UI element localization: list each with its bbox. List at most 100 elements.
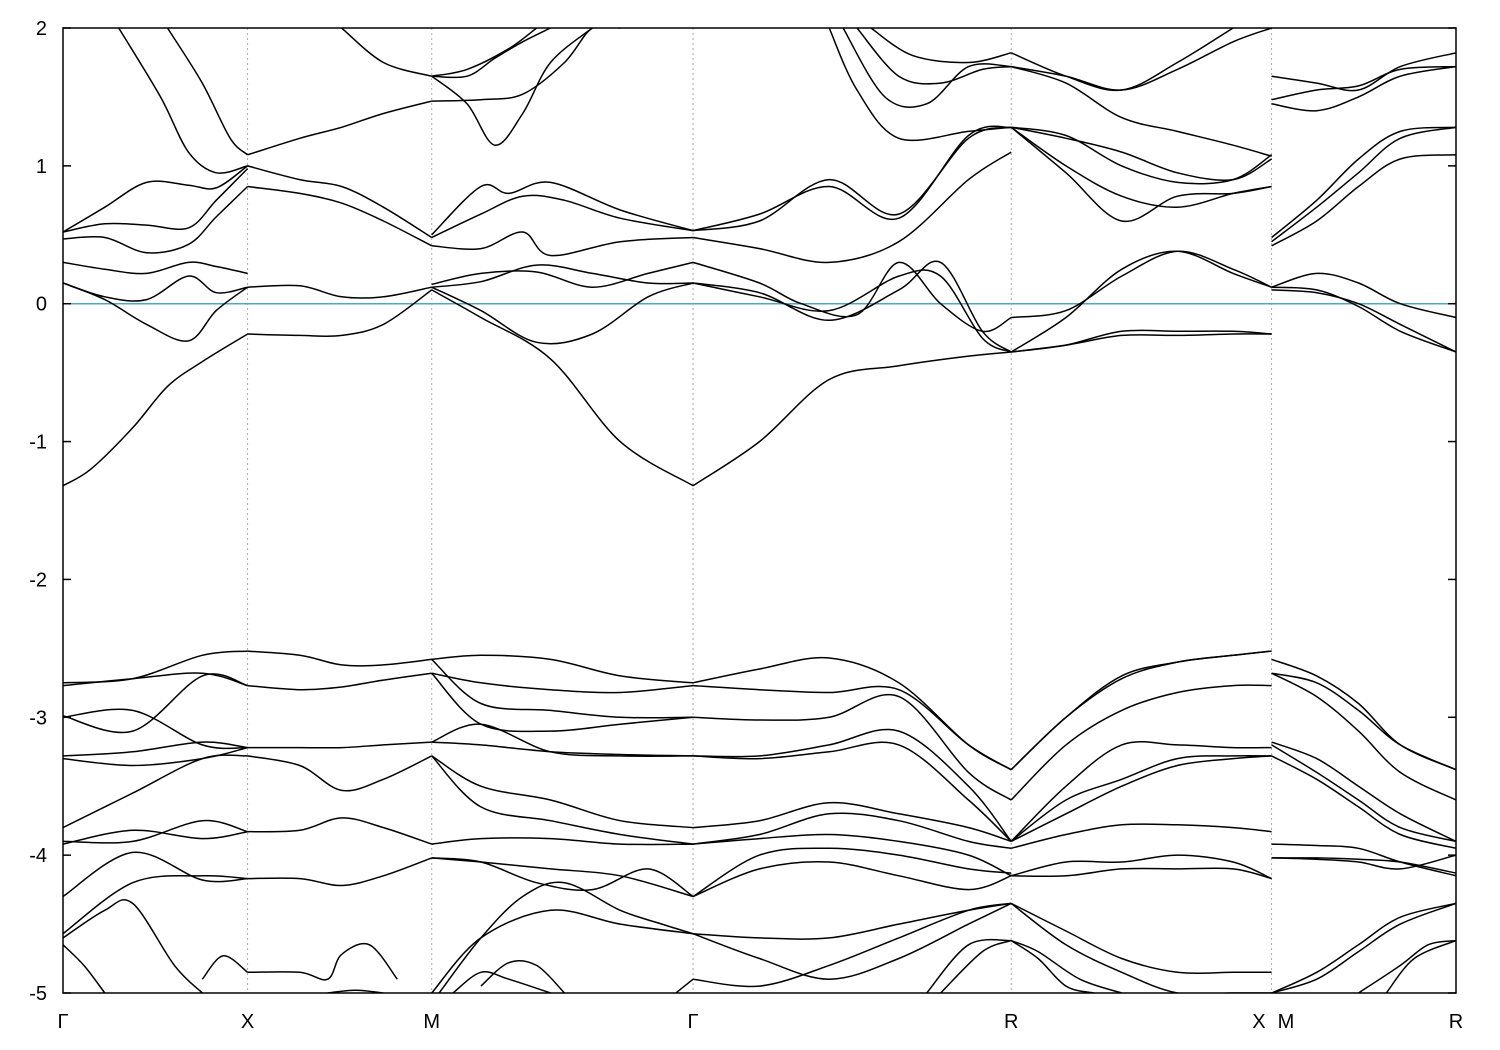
band-line — [63, 944, 106, 993]
band-line — [327, 989, 384, 993]
band-line — [431, 28, 551, 79]
x-tick-label: M — [1278, 1011, 1295, 1033]
band-line — [431, 741, 694, 757]
x-tick-label: Γ — [688, 1011, 699, 1033]
y-tick-label: -3 — [29, 707, 47, 729]
band-line — [431, 857, 694, 898]
band-line — [926, 938, 1012, 993]
band-line — [1011, 854, 1272, 880]
y-tick-label: -2 — [29, 569, 47, 591]
band-line — [1271, 126, 1456, 239]
band-line — [693, 741, 1012, 842]
band-line — [118, 28, 248, 174]
band-line — [1010, 939, 1122, 993]
band-line — [1271, 126, 1456, 243]
band-line — [693, 801, 1012, 843]
band-line — [431, 231, 694, 257]
band-line — [1271, 65, 1456, 101]
band-line — [247, 741, 432, 749]
band-line — [63, 673, 248, 734]
band-line — [1010, 939, 1094, 993]
band-line — [247, 942, 398, 981]
band-line — [63, 746, 248, 767]
y-tick-label: 0 — [36, 294, 47, 316]
x-tick-label: M — [423, 1011, 440, 1033]
band-line — [63, 741, 248, 757]
band-line — [870, 28, 1012, 64]
band-line — [856, 28, 1012, 85]
band-line — [431, 264, 694, 288]
band-line — [692, 261, 1012, 333]
band-line — [431, 28, 621, 102]
band-line — [1271, 755, 1456, 850]
band-line — [1271, 672, 1456, 771]
band-line — [1271, 741, 1456, 843]
band-line — [63, 333, 248, 487]
band-line — [63, 819, 248, 844]
band-line — [692, 812, 1012, 850]
band-line — [1271, 902, 1456, 993]
band-line — [1010, 684, 1272, 801]
band-line — [431, 672, 694, 694]
band-line — [431, 909, 694, 993]
band-line — [1010, 740, 1272, 842]
band-line — [63, 282, 249, 342]
y-tick-label: -5 — [29, 983, 47, 1005]
band-line — [1271, 672, 1456, 801]
x-tick-label: Γ — [57, 1011, 68, 1033]
band-line — [693, 684, 1012, 771]
y-tick-label: -4 — [29, 845, 47, 867]
band-line — [1271, 857, 1456, 874]
y-axis-ticks: 2 1 0 -1 -2 -3 -4 -5 — [29, 18, 1456, 1005]
band-line — [431, 261, 694, 288]
band-line — [1271, 65, 1456, 112]
band-line — [1010, 250, 1272, 353]
band-line — [692, 126, 1012, 232]
band-line — [692, 902, 1012, 980]
band-line — [1385, 939, 1456, 993]
band-line — [1010, 754, 1272, 842]
band-line — [1010, 126, 1272, 208]
kpoint-grid-lines — [247, 28, 1273, 993]
band-line — [1010, 28, 1234, 92]
band-line — [1010, 902, 1272, 975]
band-line — [247, 289, 433, 338]
band-line — [1011, 333, 1272, 353]
band-line — [431, 658, 694, 719]
band-line — [431, 181, 694, 236]
band-line — [247, 817, 432, 845]
band-line — [201, 955, 249, 980]
band-line — [1010, 902, 1272, 993]
band-line — [63, 672, 248, 687]
band-lines — [63, 28, 1456, 993]
band-line — [1010, 65, 1272, 157]
band-line — [1011, 250, 1272, 319]
band-line — [247, 857, 432, 887]
y-tick-label: 1 — [36, 156, 47, 178]
band-line — [693, 728, 1012, 842]
band-line — [247, 755, 433, 792]
band-line — [431, 837, 694, 846]
band-line — [431, 289, 694, 487]
band-line — [1271, 154, 1456, 247]
x-tick-label: X — [1252, 1011, 1265, 1033]
band-line — [166, 28, 249, 156]
band-line — [1011, 823, 1272, 850]
band-line — [1010, 650, 1272, 771]
band-line — [247, 284, 432, 299]
band-line — [247, 165, 433, 239]
band-line — [1271, 744, 1456, 843]
band-line — [1271, 902, 1456, 993]
band-line — [63, 874, 248, 935]
band-line — [692, 861, 1012, 898]
band-line — [431, 282, 694, 345]
band-line — [675, 978, 694, 993]
band-line — [842, 28, 1012, 108]
band-line — [63, 165, 249, 233]
band-line — [1271, 289, 1456, 353]
band-line — [693, 694, 1012, 801]
band-line — [63, 168, 249, 233]
x-tick-label: R — [1004, 1011, 1018, 1033]
